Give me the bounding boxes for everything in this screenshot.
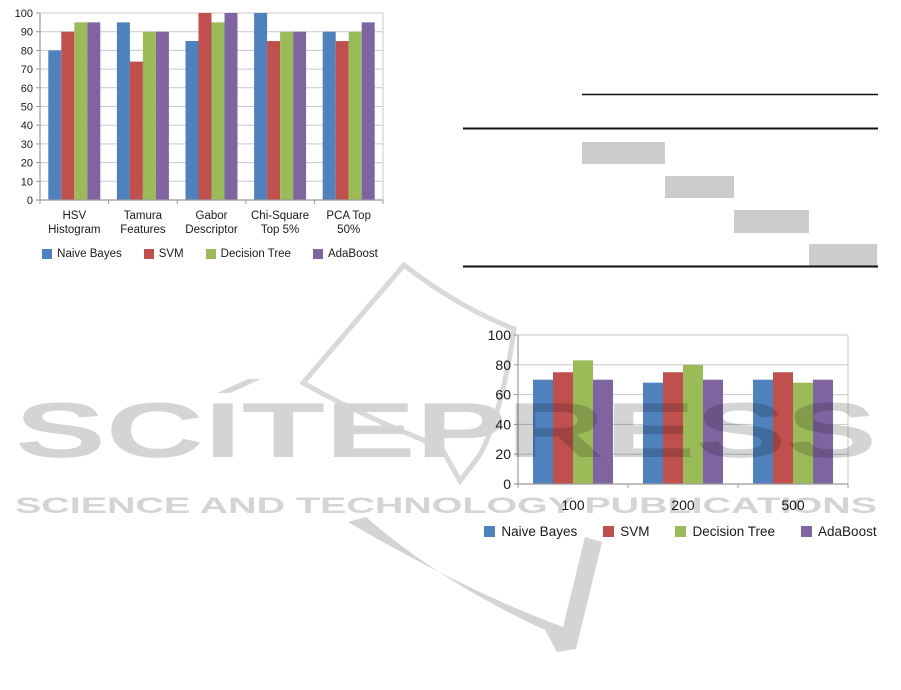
category-label: Top 5% bbox=[261, 224, 299, 236]
bar-decision-tree bbox=[280, 31, 294, 201]
category-label: Descriptor bbox=[185, 224, 238, 236]
chart-sample-size-accuracy-plot: 0 20 40 60 80 100 100 200 500 bbox=[488, 327, 849, 513]
bar-adaboost bbox=[703, 379, 723, 484]
legend-label: Naive Bayes bbox=[501, 524, 578, 539]
legend-item-decision-tree: Decision Tree bbox=[675, 524, 775, 539]
bar-svm bbox=[553, 372, 573, 484]
legend-swatch bbox=[42, 249, 53, 259]
bar-naive-bayes bbox=[48, 50, 62, 201]
y-tick-label: 0 bbox=[503, 476, 511, 492]
legend-label: AdaBoost bbox=[327, 248, 378, 260]
y-tick-label: 100 bbox=[488, 327, 512, 343]
shaded-cell-1 bbox=[582, 142, 665, 164]
bar-adaboost bbox=[361, 22, 375, 200]
legend-label: Decision Tree bbox=[692, 524, 776, 539]
legend-item-naive-bayes: Naive Bayes bbox=[42, 248, 122, 260]
category-label: HSV bbox=[62, 210, 86, 222]
category-label: Gabor bbox=[196, 210, 228, 222]
legend-swatch bbox=[143, 249, 154, 259]
bar-naive-bayes bbox=[533, 379, 553, 484]
bar-svm bbox=[335, 41, 349, 200]
legend-label: SVM bbox=[158, 248, 184, 260]
y-tick-label: 20 bbox=[495, 446, 511, 462]
bar-svm bbox=[773, 372, 793, 484]
bar-decision-tree bbox=[74, 22, 88, 200]
bar-naive-bayes bbox=[254, 13, 268, 200]
y-tick-label: 70 bbox=[21, 64, 33, 76]
legend-label: SVM bbox=[620, 524, 650, 539]
legend-swatch bbox=[603, 526, 615, 537]
legend-swatch bbox=[484, 526, 496, 537]
y-tick-label: 30 bbox=[21, 139, 33, 151]
chart-feature-accuracy: 0 10 20 30 40 50 60 70 80 90 100 HSV Histogram Tamura… bbox=[0, 0, 420, 272]
bar-adaboost bbox=[593, 379, 613, 484]
y-tick-label: 60 bbox=[495, 387, 511, 403]
y-tick-label: 90 bbox=[21, 27, 33, 39]
bar-decision-tree bbox=[573, 360, 593, 484]
legend-swatch bbox=[312, 249, 323, 259]
category-label: Features bbox=[120, 224, 166, 236]
shaded-cell-2 bbox=[665, 176, 734, 198]
bar-adaboost bbox=[87, 22, 101, 200]
chart-sample-size-accuracy-legend: Naive Bayes SVM Decision Tree AdaBoost bbox=[460, 524, 901, 539]
bar-naive-bayes bbox=[753, 379, 773, 484]
bar-svm bbox=[198, 13, 212, 200]
y-tick-label: 40 bbox=[495, 416, 511, 432]
y-tick-label: 80 bbox=[495, 357, 511, 373]
y-tick-label: 50 bbox=[21, 101, 33, 113]
shaded-cell-3 bbox=[734, 210, 809, 233]
y-tick-label: 60 bbox=[21, 83, 33, 95]
bar-decision-tree bbox=[683, 364, 703, 484]
category-label: 100 bbox=[561, 497, 585, 513]
y-tick-label: 10 bbox=[21, 176, 33, 188]
category-label: PCA Top bbox=[326, 210, 371, 222]
bar-decision-tree bbox=[142, 31, 156, 201]
bar-adaboost bbox=[293, 31, 307, 201]
chart-sample-size-accuracy: 0 20 40 60 80 100 100 200 500 Naive Bayes SVM Deci… bbox=[460, 320, 901, 550]
y-tick-label: 20 bbox=[21, 158, 33, 170]
bar-naive-bayes bbox=[643, 382, 663, 484]
legend-item-svm: SVM bbox=[603, 524, 649, 539]
bar-adaboost bbox=[813, 379, 833, 484]
legend-swatch bbox=[801, 526, 813, 537]
category-label: 200 bbox=[671, 497, 695, 513]
category-label: Chi-Square bbox=[251, 210, 309, 222]
bar-svm bbox=[61, 31, 75, 201]
bar-adaboost bbox=[224, 13, 238, 200]
shaded-cell-4 bbox=[809, 244, 877, 267]
legend-item-decision-tree: Decision Tree bbox=[205, 248, 291, 260]
legend-swatch bbox=[675, 526, 687, 537]
bar-svm bbox=[267, 41, 281, 200]
y-tick-label: 80 bbox=[21, 45, 33, 57]
bar-decision-tree bbox=[211, 22, 225, 200]
category-label: Histogram bbox=[48, 224, 100, 236]
y-tick-label: 0 bbox=[27, 195, 33, 207]
legend-swatch bbox=[205, 249, 216, 259]
category-label: Tamura bbox=[124, 210, 163, 222]
bar-naive-bayes bbox=[116, 22, 130, 200]
bar-decision-tree bbox=[793, 382, 813, 484]
bar-adaboost bbox=[155, 31, 169, 201]
bar-svm bbox=[129, 61, 143, 201]
legend-item-adaboost: AdaBoost bbox=[312, 248, 378, 260]
legend-label: Decision Tree bbox=[220, 248, 291, 260]
bar-decision-tree bbox=[348, 31, 362, 201]
legend-label: Naive Bayes bbox=[57, 248, 122, 260]
chart-feature-accuracy-plot: 0 10 20 30 40 50 60 70 80 90 100 HSV Histogram Tamura… bbox=[15, 8, 384, 236]
bar-svm bbox=[663, 372, 683, 484]
legend-item-naive-bayes: Naive Bayes bbox=[484, 524, 577, 539]
y-tick-label: 100 bbox=[15, 8, 33, 20]
y-tick-label: 40 bbox=[21, 120, 33, 132]
category-label: 500 bbox=[781, 497, 805, 513]
legend-label: AdaBoost bbox=[818, 524, 877, 539]
bar-naive-bayes bbox=[185, 41, 199, 200]
category-label: 50% bbox=[337, 224, 360, 236]
legend-item-adaboost: AdaBoost bbox=[801, 524, 877, 539]
bar-naive-bayes bbox=[322, 31, 336, 201]
legend-item-svm: SVM bbox=[143, 248, 184, 260]
chart-feature-accuracy-legend: Naive Bayes SVM Decision Tree AdaBoost bbox=[0, 248, 420, 260]
